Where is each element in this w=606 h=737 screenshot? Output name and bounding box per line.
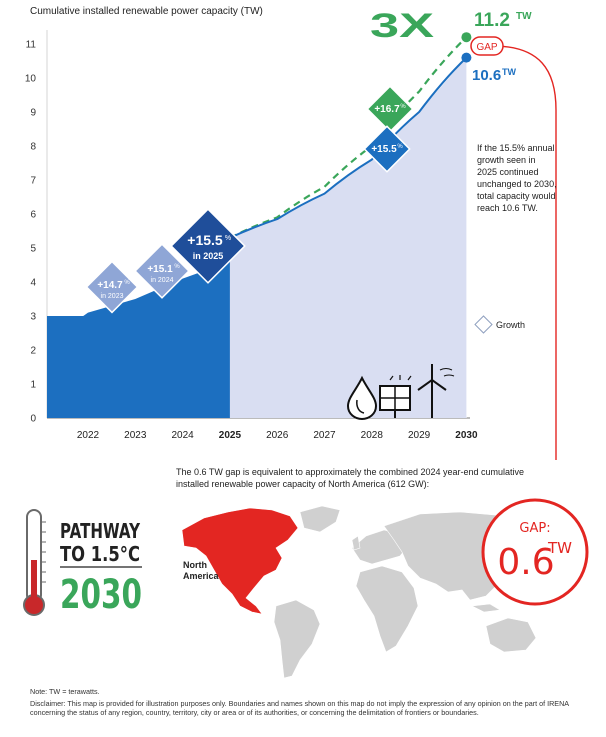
y-tick-label: 7 — [30, 176, 36, 187]
green-end-value: 11.2 — [474, 10, 510, 31]
badge-pct: +15.1 — [147, 264, 173, 275]
green-end-unit: TW — [516, 11, 532, 22]
y-tick-label: 2 — [30, 346, 36, 357]
indonesia-shape — [470, 603, 501, 613]
water-drop-icon — [346, 375, 378, 421]
world-map: PATHWAY TO 1.5°C 2030 North America GAP:… — [23, 498, 589, 679]
diamond-icon — [474, 315, 493, 334]
australia-shape — [485, 617, 537, 653]
x-tick-label: 2022 — [77, 430, 100, 441]
x-tick-label: 2024 — [171, 430, 194, 441]
uk-shape — [351, 535, 361, 551]
path-badge-diamond — [363, 125, 411, 173]
y-tick-label: 8 — [30, 142, 36, 153]
growth-legend-label: Growth — [496, 319, 526, 330]
gap-connector-line — [492, 45, 557, 460]
growth-badge: +15.1 % in 2024 — [134, 243, 190, 299]
wind-turbine-icon — [417, 364, 455, 418]
gap-pill — [470, 36, 504, 56]
path-badge-pct: +16.7 — [374, 104, 400, 115]
badge-unit: % — [124, 280, 130, 286]
badge-diamond — [134, 243, 190, 299]
equivalence-text: The 0.6 TW gap is equivalent to approxim… — [176, 467, 525, 489]
growth-badge: +14.7 % in 2023 — [85, 260, 139, 314]
growth-badge: +15.5 % in 2025 — [170, 208, 246, 284]
badge-diamond — [85, 260, 139, 314]
x-tick-label: 2023 — [124, 430, 147, 441]
capacity-chart: Cumulative installed renewable power cap… — [25, 6, 557, 460]
y-tick-label: 4 — [30, 278, 36, 289]
badge-sub: in 2025 — [193, 251, 224, 261]
region-label-north: North — [183, 560, 207, 570]
y-tick-label: 9 — [30, 108, 36, 119]
path-badge-unit: % — [400, 104, 406, 110]
gap-title: GAP: — [519, 521, 550, 536]
path-badge-diamond — [366, 85, 414, 133]
disclaimer-text: Disclaimer: This map is provided for ill… — [30, 699, 569, 717]
pathway-line-2: TO 1.5°C — [60, 542, 140, 566]
x-tick-label: 2028 — [361, 430, 384, 441]
path-badge-pct: +15.5 — [371, 144, 397, 155]
badge-pct: +14.7 — [97, 280, 123, 291]
pathway-line-1: PATHWAY — [60, 519, 140, 543]
thermometer-icon — [23, 509, 46, 616]
solar-panel-icon — [379, 375, 412, 418]
y-tick-label: 10 — [25, 74, 37, 85]
x-axis: 2022 2023 2024 2025 2026 2027 2028 2029 2030 — [77, 430, 478, 441]
green-dashed-line — [229, 36, 468, 239]
gap-unit: TW — [547, 539, 572, 557]
gap-pill-label: GAP — [476, 42, 497, 53]
note-text: Note: TW = terawatts. — [30, 687, 100, 696]
y-tick-label: 0 — [30, 414, 36, 425]
chart-title: Cumulative installed renewable power cap… — [30, 6, 263, 17]
badge-sub: in 2023 — [101, 293, 124, 300]
gap-value: 0.6 — [497, 542, 554, 583]
africa-shape — [355, 565, 419, 653]
path-badge: +15.5% — [363, 125, 411, 173]
path-badge-unit: % — [397, 144, 403, 150]
blue-end-unit: TW — [502, 67, 516, 77]
x-tick-label: 2030 — [455, 430, 478, 441]
historical-area — [47, 261, 230, 418]
north-america-shape — [181, 507, 299, 615]
badge-sub: in 2024 — [151, 277, 174, 284]
gap-circle: GAP: 0.6 TW — [481, 498, 589, 606]
projection-area — [229, 57, 467, 418]
y-tick-label: 1 — [30, 380, 36, 391]
region-label-america: America — [183, 571, 220, 581]
y-tick-label: 5 — [30, 244, 36, 255]
y-tick-label: 11 — [26, 40, 37, 51]
blue-line — [229, 56, 468, 239]
green-end-point — [461, 32, 472, 43]
badge-unit: % — [174, 264, 180, 270]
path-badge: +16.7% — [366, 85, 414, 133]
x-tick-label: 2025 — [219, 430, 242, 441]
blue-end-point — [461, 52, 472, 63]
pathway-year: 2030 — [60, 572, 142, 618]
growth-legend: Growth — [474, 315, 526, 334]
blue-end-value: 10.6 — [472, 67, 501, 84]
y-tick-label: 6 — [30, 210, 36, 221]
energy-icons — [346, 364, 455, 421]
badge-unit: % — [225, 235, 231, 242]
x-tick-label: 2029 — [408, 430, 431, 441]
triple-label: 3X — [370, 7, 434, 45]
badge-diamond — [170, 208, 246, 284]
x-tick-label: 2026 — [266, 430, 289, 441]
south-america-shape — [273, 599, 321, 679]
y-tick-label: 3 — [30, 312, 36, 323]
series-lines — [229, 32, 472, 239]
growth-badges: +14.7 %in 2023+15.1 %in 2024+15.5 %in 2025+… — [85, 85, 414, 314]
badge-pct: +15.5 — [187, 232, 223, 248]
x-tick-label: 2027 — [313, 430, 336, 441]
greenland-shape — [299, 505, 341, 533]
side-note: If the 15.5% annual growth seen in 2025 … — [477, 143, 557, 213]
